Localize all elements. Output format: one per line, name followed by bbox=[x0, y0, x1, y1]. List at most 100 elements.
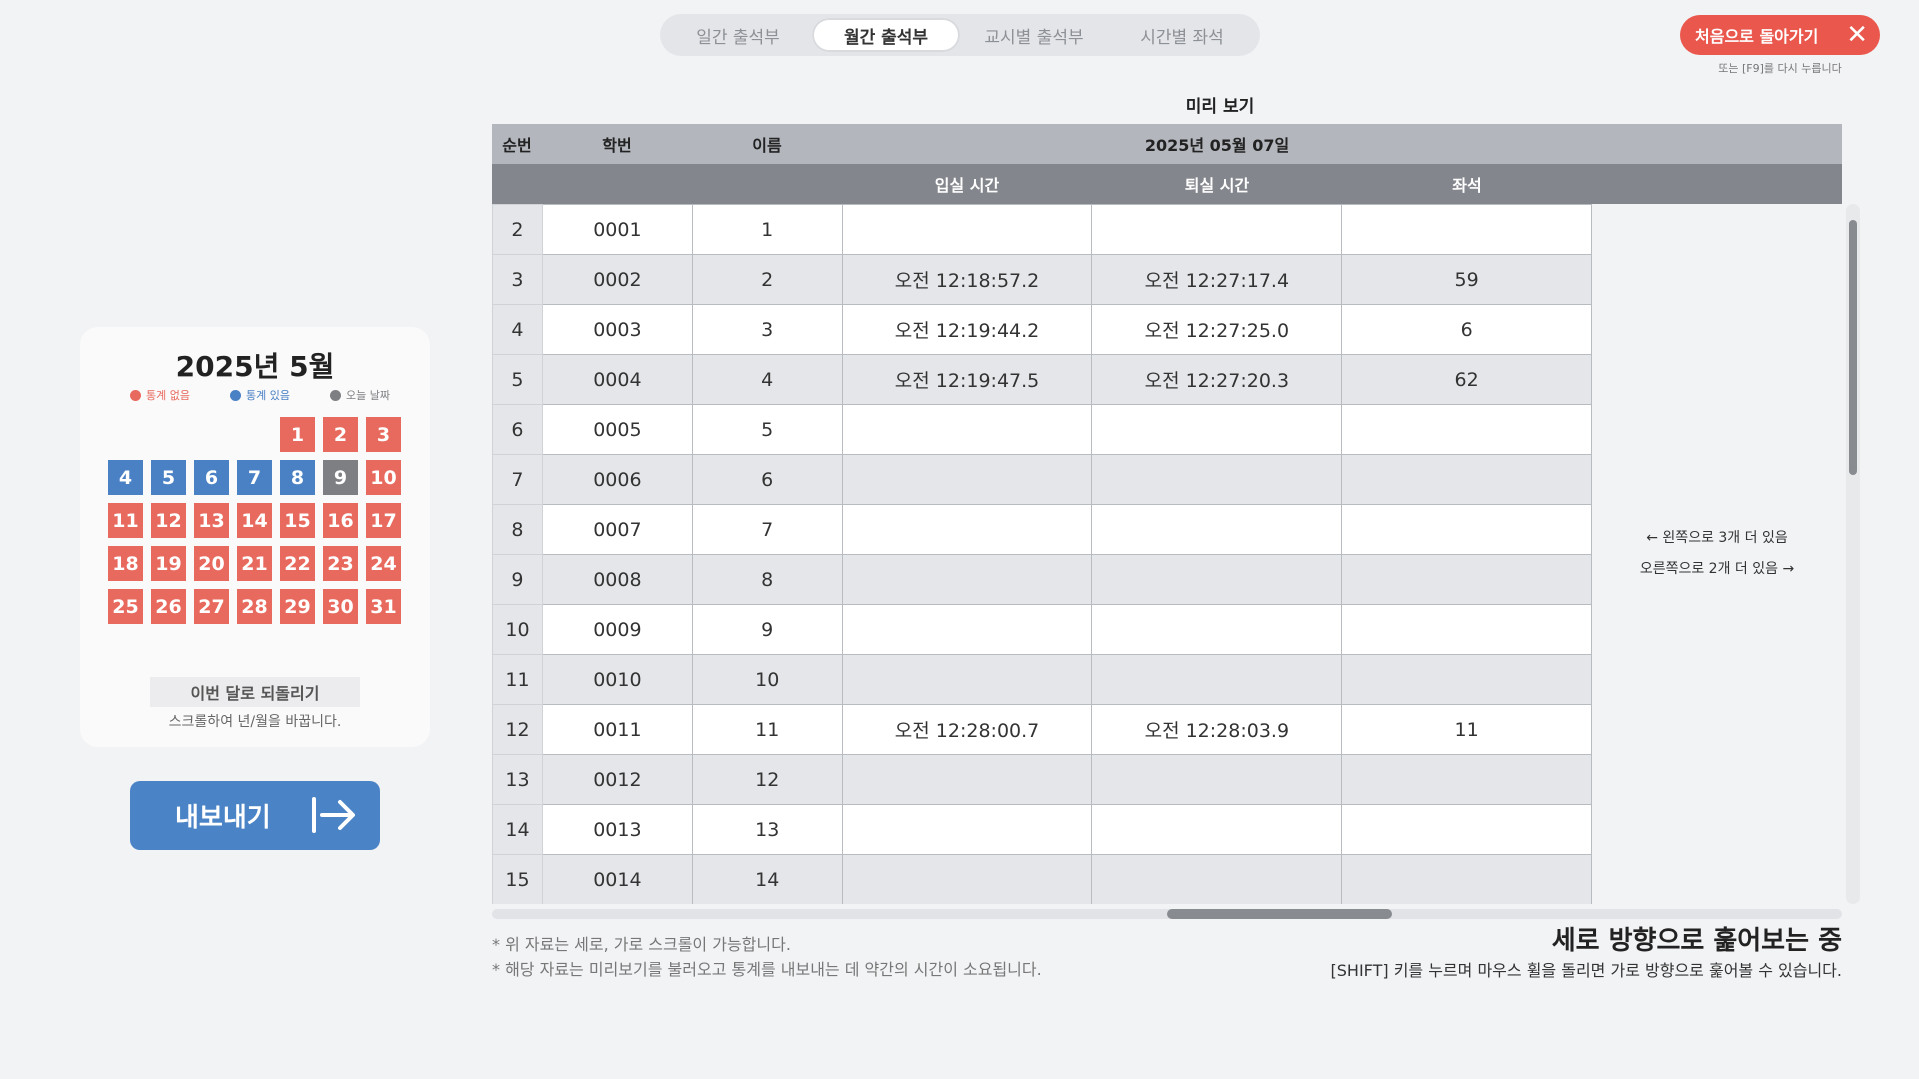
table-row: 2 0001 1 bbox=[492, 204, 1592, 255]
cell-entry-time: 오전 12:18:57.2 bbox=[841, 254, 1093, 305]
cell-order: 2 bbox=[492, 204, 543, 255]
back-hint: 또는 [F9]를 다시 누릅니다 bbox=[1718, 62, 1842, 75]
cell-name: 6 bbox=[691, 454, 843, 505]
cell-order: 14 bbox=[492, 804, 543, 855]
calendar-day[interactable]: 10 bbox=[366, 460, 401, 495]
calendar-day[interactable]: 5 bbox=[151, 460, 186, 495]
cell-order: 15 bbox=[492, 854, 543, 904]
cell-exit-time bbox=[1091, 204, 1343, 255]
header-order: 순번 bbox=[502, 136, 532, 155]
table-grid: 2 0001 1 3 0002 2 오전 12:18:57.2 오전 12:27:17.4 59… bbox=[492, 204, 1592, 904]
horizontal-scroll-thumb[interactable] bbox=[1167, 909, 1392, 919]
cell-entry-time bbox=[841, 804, 1093, 855]
calendar-day[interactable]: 17 bbox=[366, 503, 401, 538]
cell-student-id: 0013 bbox=[541, 804, 693, 855]
header-student-id: 학번 bbox=[602, 136, 632, 155]
cell-exit-time bbox=[1091, 754, 1343, 805]
cell-seat: 59 bbox=[1341, 254, 1592, 305]
calendar-day[interactable]: 2 bbox=[323, 417, 358, 452]
calendar-day[interactable]: 24 bbox=[366, 546, 401, 581]
table-body[interactable]: 2 0001 1 3 0002 2 오전 12:18:57.2 오전 12:27:17.4 59… bbox=[492, 204, 1842, 904]
cell-exit-time: 오전 12:27:17.4 bbox=[1091, 254, 1343, 305]
cell-exit-time bbox=[1091, 554, 1343, 605]
back-to-start-button[interactable]: 처음으로 돌아가기 ✕ bbox=[1680, 15, 1880, 55]
legend-today: 오늘 날짜 bbox=[330, 387, 390, 403]
vertical-scroll-thumb[interactable] bbox=[1849, 220, 1857, 475]
calendar-card[interactable]: 2025년 5월 통계 없음 통계 있음 오늘 날짜 1 2 3 4 5 6 7 8 9 10 11… bbox=[80, 327, 430, 747]
cell-name: 10 bbox=[691, 654, 843, 705]
calendar-day[interactable]: 1 bbox=[280, 417, 315, 452]
calendar-legend: 통계 없음 통계 있음 오늘 날짜 bbox=[130, 387, 390, 403]
calendar-day[interactable]: 3 bbox=[366, 417, 401, 452]
calendar-day[interactable]: 9 bbox=[323, 460, 358, 495]
calendar-day[interactable]: 6 bbox=[194, 460, 229, 495]
calendar-day[interactable]: 11 bbox=[108, 503, 143, 538]
calendar-day[interactable]: 21 bbox=[237, 546, 272, 581]
preview-title: 미리 보기 bbox=[1185, 97, 1255, 117]
cell-seat bbox=[1341, 754, 1592, 805]
table-row: 12 0011 11 오전 12:28:00.7 오전 12:28:03.9 11 bbox=[492, 704, 1592, 755]
cell-order: 10 bbox=[492, 604, 543, 655]
cell-name: 11 bbox=[691, 704, 843, 755]
cell-entry-time: 오전 12:19:47.5 bbox=[841, 354, 1093, 405]
table-row: 8 0007 7 bbox=[492, 504, 1592, 555]
calendar-day[interactable]: 25 bbox=[108, 589, 143, 624]
more-right-text: 오른쪽으로 2개 더 있음 → bbox=[1639, 561, 1795, 577]
calendar-day[interactable]: 15 bbox=[280, 503, 315, 538]
cell-seat bbox=[1341, 404, 1592, 455]
calendar-scroll-hint: 스크롤하여 년/월을 바꿉니다. bbox=[168, 714, 342, 730]
cell-entry-time bbox=[841, 204, 1093, 255]
table-row: 13 0012 12 bbox=[492, 754, 1592, 805]
reset-month-button[interactable]: 이번 달로 되돌리기 bbox=[150, 677, 360, 707]
vertical-scrollbar[interactable] bbox=[1846, 204, 1860, 904]
cell-seat bbox=[1341, 504, 1592, 555]
cell-student-id: 0010 bbox=[541, 654, 693, 705]
calendar-day[interactable]: 20 bbox=[194, 546, 229, 581]
calendar-day[interactable]: 7 bbox=[237, 460, 272, 495]
calendar-day[interactable]: 27 bbox=[194, 589, 229, 624]
calendar-day[interactable]: 29 bbox=[280, 589, 315, 624]
calendar-blank bbox=[151, 417, 186, 452]
header-name: 이름 bbox=[752, 136, 782, 155]
calendar-day[interactable]: 19 bbox=[151, 546, 186, 581]
calendar-day[interactable]: 31 bbox=[366, 589, 401, 624]
calendar-day[interactable]: 14 bbox=[237, 503, 272, 538]
calendar-day[interactable]: 30 bbox=[323, 589, 358, 624]
cell-name: 7 bbox=[691, 504, 843, 555]
export-button[interactable]: 내보내기 bbox=[130, 781, 380, 850]
tab-daily[interactable]: 일간 출석부 bbox=[696, 27, 780, 48]
close-icon: ✕ bbox=[1846, 20, 1868, 50]
tab-period[interactable]: 교시별 출석부 bbox=[984, 27, 1084, 48]
calendar-day[interactable]: 13 bbox=[194, 503, 229, 538]
calendar-day[interactable]: 12 bbox=[151, 503, 186, 538]
cell-student-id: 0003 bbox=[541, 304, 693, 355]
cell-exit-time: 오전 12:28:03.9 bbox=[1091, 704, 1343, 755]
cell-name: 12 bbox=[691, 754, 843, 805]
cell-name: 14 bbox=[691, 854, 843, 904]
header-seat: 좌석 bbox=[1452, 176, 1482, 195]
calendar-day[interactable]: 18 bbox=[108, 546, 143, 581]
calendar-day[interactable]: 8 bbox=[280, 460, 315, 495]
legend-dot-icon bbox=[130, 389, 141, 401]
calendar-blank bbox=[237, 417, 272, 452]
tab-monthly[interactable]: 월간 출석부 bbox=[812, 18, 960, 52]
calendar-day[interactable]: 22 bbox=[280, 546, 315, 581]
calendar-day[interactable]: 4 bbox=[108, 460, 143, 495]
legend-has-stats: 통계 있음 bbox=[230, 387, 290, 403]
horizontal-scrollbar[interactable] bbox=[492, 909, 1842, 919]
scroll-mode-subtitle: [SHIFT] 키를 누르며 마우스 휠을 돌리면 가로 방향으로 훑어볼 수 … bbox=[1330, 961, 1842, 980]
tab-seat-by-time[interactable]: 시간별 좌석 bbox=[1140, 27, 1224, 48]
cell-exit-time: 오전 12:27:25.0 bbox=[1091, 304, 1343, 355]
cell-seat bbox=[1341, 854, 1592, 904]
cell-name: 8 bbox=[691, 554, 843, 605]
calendar-title: 2025년 5월 bbox=[175, 350, 335, 383]
table-row: 5 0004 4 오전 12:19:47.5 오전 12:27:20.3 62 bbox=[492, 354, 1592, 405]
calendar-day[interactable]: 16 bbox=[323, 503, 358, 538]
export-arrow-icon bbox=[312, 797, 355, 833]
cell-seat: 11 bbox=[1341, 704, 1592, 755]
cell-entry-time bbox=[841, 554, 1093, 605]
calendar-day[interactable]: 26 bbox=[151, 589, 186, 624]
calendar-day[interactable]: 23 bbox=[323, 546, 358, 581]
cell-seat: 6 bbox=[1341, 304, 1592, 355]
calendar-day[interactable]: 28 bbox=[237, 589, 272, 624]
